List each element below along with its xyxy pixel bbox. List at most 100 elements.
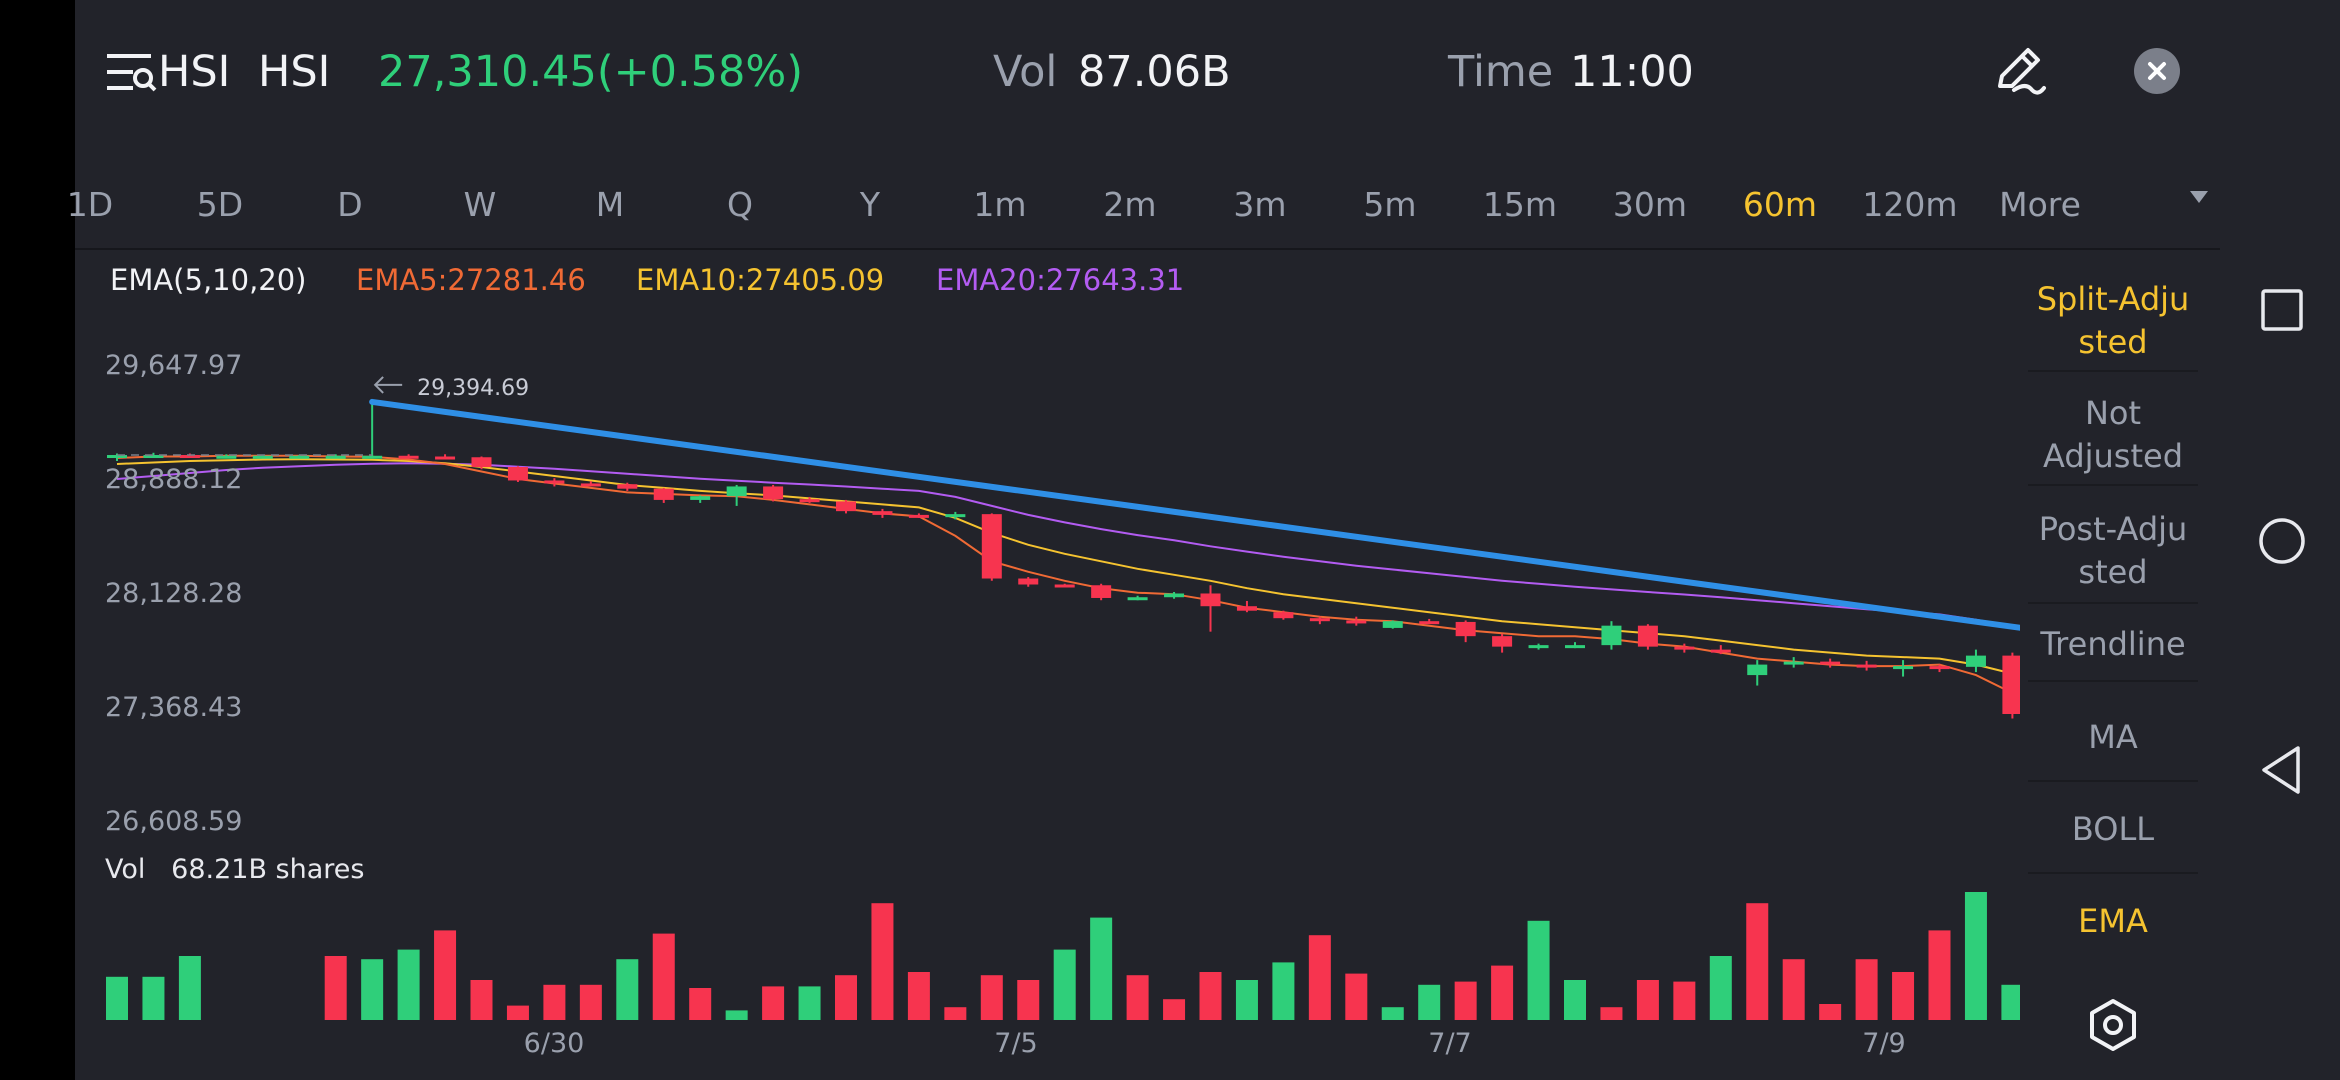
tab-y[interactable]: Y [859,185,881,224]
tab-5m[interactable]: 5m [1363,185,1417,224]
tab-60m[interactable]: 60m [1742,185,1818,224]
tab-more[interactable]: More [1999,185,2081,224]
candle-body [435,456,456,460]
settings-icon[interactable] [2086,998,2140,1052]
candle-body [1018,578,1039,585]
candle-body [1747,664,1768,676]
candle-body [872,511,893,515]
period-tabs: 1D 5D D W M Q Y 1m 2m 3m 5m 15m 30m 60m 120m More [67,170,2222,245]
candle-body [1382,621,1403,628]
volume-bar [178,956,201,1020]
volume-bar [1491,965,1514,1020]
tab-d[interactable]: D [337,185,363,224]
tab-15m[interactable]: 15m [1482,185,1558,224]
candle-body [1236,606,1257,611]
close-button[interactable] [2134,48,2180,94]
close-icon [2148,62,2166,80]
split-adjusted-option[interactable]: Split-Adju sted [2028,266,2198,372]
volume-bar [2001,984,2020,1020]
volume-bar [1564,980,1586,1020]
vol-value: 87.06B [1078,47,1231,97]
candle-body [1091,585,1112,598]
tab-2m[interactable]: 2m [1103,185,1157,224]
volume-bar [907,972,930,1020]
volume-bar [1381,1007,1404,1020]
volume-bar [944,1007,967,1020]
volume-bar [1418,984,1441,1020]
candle-body [1455,621,1476,637]
volume-bar [324,956,347,1020]
high-arrow-head-icon [373,376,384,394]
candle-body [2002,655,2020,714]
x-axis-label: 6/30 [524,1028,585,1059]
candle-body [617,484,638,489]
volume-bar [506,1005,529,1020]
home-circle-icon[interactable] [2257,516,2307,566]
volume-bar [1600,1007,1623,1020]
candle-body [325,455,346,459]
volume-bar [1855,959,1878,1020]
candle-body [653,488,674,500]
candle-body [1528,645,1549,649]
ma-option[interactable]: MA [2028,694,2198,782]
y-axis-label: 29,647.97 [105,350,243,381]
ema-option[interactable]: EMA [2078,902,2148,940]
more-dropdown-arrow-icon[interactable] [2188,189,2210,205]
tab-5d[interactable]: 5D [196,185,244,224]
menu-search-icon[interactable] [105,50,157,94]
tab-30m[interactable]: 30m [1612,185,1688,224]
candle-body [580,483,601,487]
adjust-indicator-panel: Split-Adju sted Not Adjusted Post-Adju s… [2028,258,2198,978]
candle-body [107,455,127,459]
pencil-icon[interactable] [1992,42,2048,98]
x-axis-label: 7/9 [1862,1028,1905,1059]
candle-body [362,455,383,459]
volume-bar [1819,1004,1842,1020]
candle-body [799,499,820,503]
candle-body [763,486,784,500]
time-value: 11:00 [1570,47,1694,97]
back-triangle-icon[interactable] [2258,744,2304,796]
volume-bar [1090,917,1113,1020]
trendline-option[interactable]: Trendline [2028,608,2198,682]
volume-bar [1782,959,1805,1020]
candle-body [1054,584,1075,588]
volume-bar [434,930,457,1020]
boll-option[interactable]: BOLL [2028,786,2198,874]
volume-bar [1454,981,1477,1020]
ema20-legend: EMA20:27643.31 [936,263,1185,297]
volume-bar [361,959,384,1020]
tab-120m[interactable]: 120m [1862,185,1958,224]
tab-w[interactable]: W [463,185,497,224]
volume-bar [1928,930,1951,1020]
tab-1d[interactable]: 1D [66,185,114,224]
candle-body [1674,646,1695,650]
not-adjusted-option[interactable]: Not Adjusted [2028,380,2198,486]
volume-bar [1964,892,1987,1020]
tab-q[interactable]: Q [727,185,753,224]
candle-body [1856,664,1877,668]
recents-square-icon[interactable] [2259,287,2305,333]
volume-bar [1308,935,1331,1020]
y-axis-label: 27,368.43 [105,692,243,723]
candle-body [179,455,200,459]
candle-body [216,455,237,459]
candle-body [471,457,492,467]
price-chart[interactable]: 29,394.6926,861.876/307/57/77/9 [75,250,2020,1080]
price-change: 27,310.45(+0.58%) [378,47,804,97]
tab-3m[interactable]: 3m [1233,185,1287,224]
y-axis-label: 28,128.28 [105,578,243,609]
volume-bar [1345,973,1368,1020]
post-adjusted-option[interactable]: Post-Adju sted [2028,498,2198,604]
tab-m[interactable]: M [595,185,625,224]
volume-bar [1199,972,1222,1020]
volume-bar [579,984,602,1020]
volume-bar [1272,962,1295,1020]
volume-bar [397,949,420,1020]
tab-1m[interactable]: 1m [973,185,1027,224]
candle-body [1637,625,1658,647]
candle-body [1565,645,1585,649]
candle-body [143,455,164,459]
candle-body [398,455,419,459]
volume-bar [652,933,675,1020]
